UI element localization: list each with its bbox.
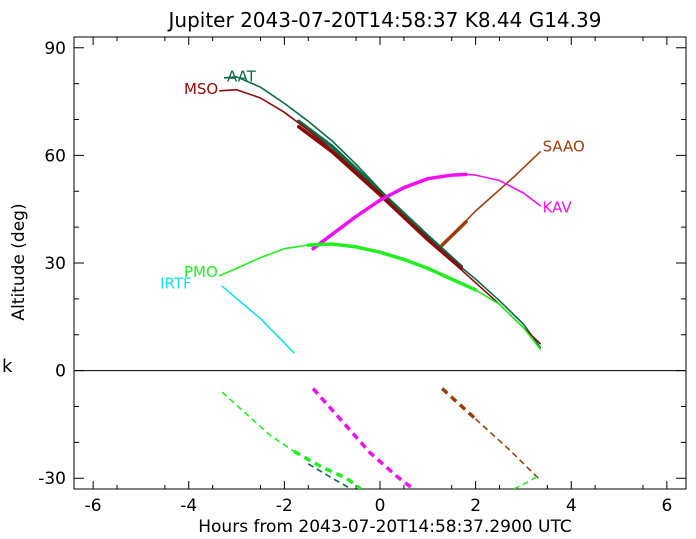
series-line-mso bbox=[296, 124, 464, 271]
series-line-pmo bbox=[474, 289, 541, 350]
series-line-saao bbox=[475, 418, 541, 481]
series-line-aat bbox=[223, 76, 541, 349]
x-axis-label: Hours from 2043-07-20T14:58:37.2900 UTC bbox=[198, 517, 571, 537]
plot-frame bbox=[73, 36, 687, 490]
series-line-kav bbox=[465, 173, 541, 207]
series-line-kav bbox=[311, 387, 415, 489]
chart-title: Jupiter 2043-07-20T14:58:37 K8.44 G14.39 bbox=[167, 8, 602, 32]
series-line-pmo bbox=[221, 391, 295, 452]
series-label-pmo: PMO bbox=[184, 263, 218, 281]
series-line-pmo bbox=[293, 449, 362, 489]
series-label-irtf: IRTF bbox=[160, 274, 192, 292]
x-tick-label: 4 bbox=[566, 496, 577, 516]
series-label-kav: KAV bbox=[543, 198, 573, 216]
y-tick-label: -30 bbox=[38, 469, 66, 489]
x-tick-label: -4 bbox=[180, 496, 197, 516]
y-tick-label: 60 bbox=[44, 146, 66, 166]
x-tick-label: -6 bbox=[85, 496, 102, 516]
series-label-saao: SAAO bbox=[543, 137, 585, 155]
series-label-mso: MSO bbox=[184, 80, 218, 98]
y-tick-label: 0 bbox=[55, 362, 66, 382]
series-line-mso bbox=[219, 88, 541, 345]
x-tick-label: 0 bbox=[375, 496, 386, 516]
y-axis-label: Altitude (deg) bbox=[9, 203, 29, 320]
series-label-aat: AAT bbox=[227, 67, 257, 85]
y-tick-label: 30 bbox=[44, 254, 66, 274]
series-line-aat bbox=[296, 119, 464, 269]
series-line-pmo bbox=[219, 244, 310, 277]
x-tick-label: 6 bbox=[661, 496, 672, 516]
x-tick-label: 2 bbox=[470, 496, 481, 516]
series-line-irtf bbox=[221, 285, 295, 354]
series-line-aat bbox=[307, 463, 352, 489]
y-tick-label: 90 bbox=[44, 39, 66, 59]
series-line-saao bbox=[441, 387, 477, 421]
x-tick-label: -2 bbox=[276, 496, 293, 516]
side-label: k bbox=[2, 356, 13, 377]
series-line-kav bbox=[311, 172, 468, 251]
series-line-pmo bbox=[306, 242, 478, 292]
series-line-pmo bbox=[513, 474, 541, 489]
series-line-saao bbox=[440, 219, 468, 247]
